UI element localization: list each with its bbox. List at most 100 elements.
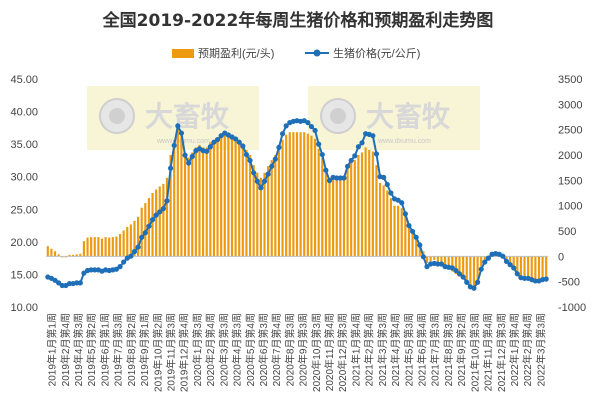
profit-bar: [527, 256, 530, 281]
price-point: [326, 178, 333, 184]
left-tick-label: 35.00: [10, 139, 38, 151]
profit-bar: [509, 256, 512, 264]
profit-bar: [440, 256, 443, 265]
price-point: [453, 267, 459, 274]
profit-bar: [454, 256, 457, 275]
chart-title: 全国2019-2022年每周生猪价格和预期盈利走势图: [102, 10, 494, 31]
price-point: [81, 270, 87, 276]
price-point: [402, 211, 408, 217]
profit-bar: [194, 147, 197, 257]
price-point: [269, 163, 275, 169]
profit-bar: [90, 237, 93, 257]
profit-bar: [469, 256, 472, 290]
profit-bar: [209, 142, 212, 257]
x-tick-label: 2021年1月第4周: [349, 313, 362, 386]
profit-bar: [162, 183, 165, 257]
price-line: [45, 118, 549, 291]
price-point: [305, 120, 311, 126]
profit-bar: [263, 172, 266, 257]
price-point: [178, 130, 185, 136]
profit-bar: [505, 256, 508, 260]
price-point: [511, 265, 517, 271]
profit-bar: [126, 226, 129, 257]
profit-bar: [187, 157, 190, 257]
price-point: [485, 255, 492, 261]
profit-bar: [198, 144, 201, 257]
price-point: [186, 160, 192, 166]
profit-bar: [378, 182, 382, 257]
x-tick-label: 2020年5月第4周: [244, 313, 257, 386]
profit-bar: [57, 254, 60, 257]
profit-bar: [100, 238, 104, 257]
profit-bar: [375, 165, 378, 257]
profit-bar: [411, 231, 414, 257]
x-tick-label: 2019年7月第3周: [112, 313, 125, 386]
profit-bar: [176, 127, 179, 257]
price-point: [247, 157, 253, 164]
profit-bars: [46, 127, 548, 291]
profit-bar: [245, 149, 248, 257]
x-tick-label: 2021年10月第3周: [468, 313, 481, 392]
left-tick-label: 45.00: [10, 74, 38, 86]
profit-bar: [537, 256, 541, 283]
x-tick-label: 2020年11月第4周: [323, 313, 336, 391]
dxumu-logo-icon: [320, 98, 356, 134]
price-point: [395, 197, 401, 203]
profit-bar: [234, 137, 237, 257]
profit-bar: [104, 237, 107, 257]
price-point: [88, 267, 94, 273]
profit-bar: [68, 254, 71, 257]
x-tick-label: 2019年9月第1周: [138, 313, 151, 386]
profit-bar: [277, 147, 281, 257]
price-point: [168, 165, 174, 171]
profit-bar: [285, 134, 288, 257]
price-point: [77, 280, 83, 286]
price-point: [312, 127, 318, 134]
profit-bar: [227, 133, 230, 257]
x-tick-label: 2019年12月第4周: [178, 313, 191, 392]
price-point: [359, 140, 365, 146]
price-point: [388, 190, 394, 196]
x-tick-label: 2019年4月第3周: [72, 313, 85, 386]
price-point: [117, 264, 123, 270]
legend-bar-swatch: [172, 49, 194, 58]
price-point: [474, 279, 481, 285]
profit-bar: [303, 132, 306, 257]
profit-bar: [75, 254, 78, 257]
price-point: [370, 133, 376, 139]
price-point: [164, 198, 170, 204]
price-point: [276, 144, 282, 150]
profit-bar: [299, 132, 302, 257]
x-tick-label: 2021年9月第2周: [455, 313, 468, 386]
price-point: [149, 217, 156, 223]
profit-bar: [118, 234, 122, 257]
profit-bar: [50, 248, 53, 257]
price-point: [153, 212, 159, 218]
profit-bar: [519, 256, 522, 279]
x-tick-label: 2019年2月第4周: [59, 313, 72, 386]
x-tick-label: 2021年2月第4周: [363, 313, 376, 386]
dxumu-logo-icon: [99, 98, 135, 134]
profit-bar: [393, 205, 396, 257]
x-tick-label: 2021年8月第3周: [442, 313, 455, 386]
price-point: [92, 267, 98, 273]
profit-bar: [415, 236, 418, 257]
x-tick-label: 2019年5月第2周: [85, 313, 98, 386]
x-tick-label: 2020年12月第3周: [336, 313, 349, 392]
profit-bar: [335, 175, 338, 257]
profit-bar: [382, 185, 385, 257]
price-point: [56, 280, 62, 286]
profit-bar: [317, 148, 320, 257]
profit-bar: [191, 152, 194, 257]
price-point: [279, 131, 286, 137]
watermark: 大畜牧 www.dxumu.com: [308, 86, 480, 150]
profit-bar: [433, 256, 436, 260]
profit-bar: [216, 137, 219, 257]
profit-bar: [53, 251, 57, 257]
profit-bar: [324, 170, 327, 257]
profit-bar: [46, 246, 49, 257]
left-axis: 10.00 15.00 20.00 25.00 30.00 35.00 40.00 45.00: [10, 74, 38, 314]
profit-bar: [115, 236, 118, 257]
price-point: [323, 167, 329, 173]
